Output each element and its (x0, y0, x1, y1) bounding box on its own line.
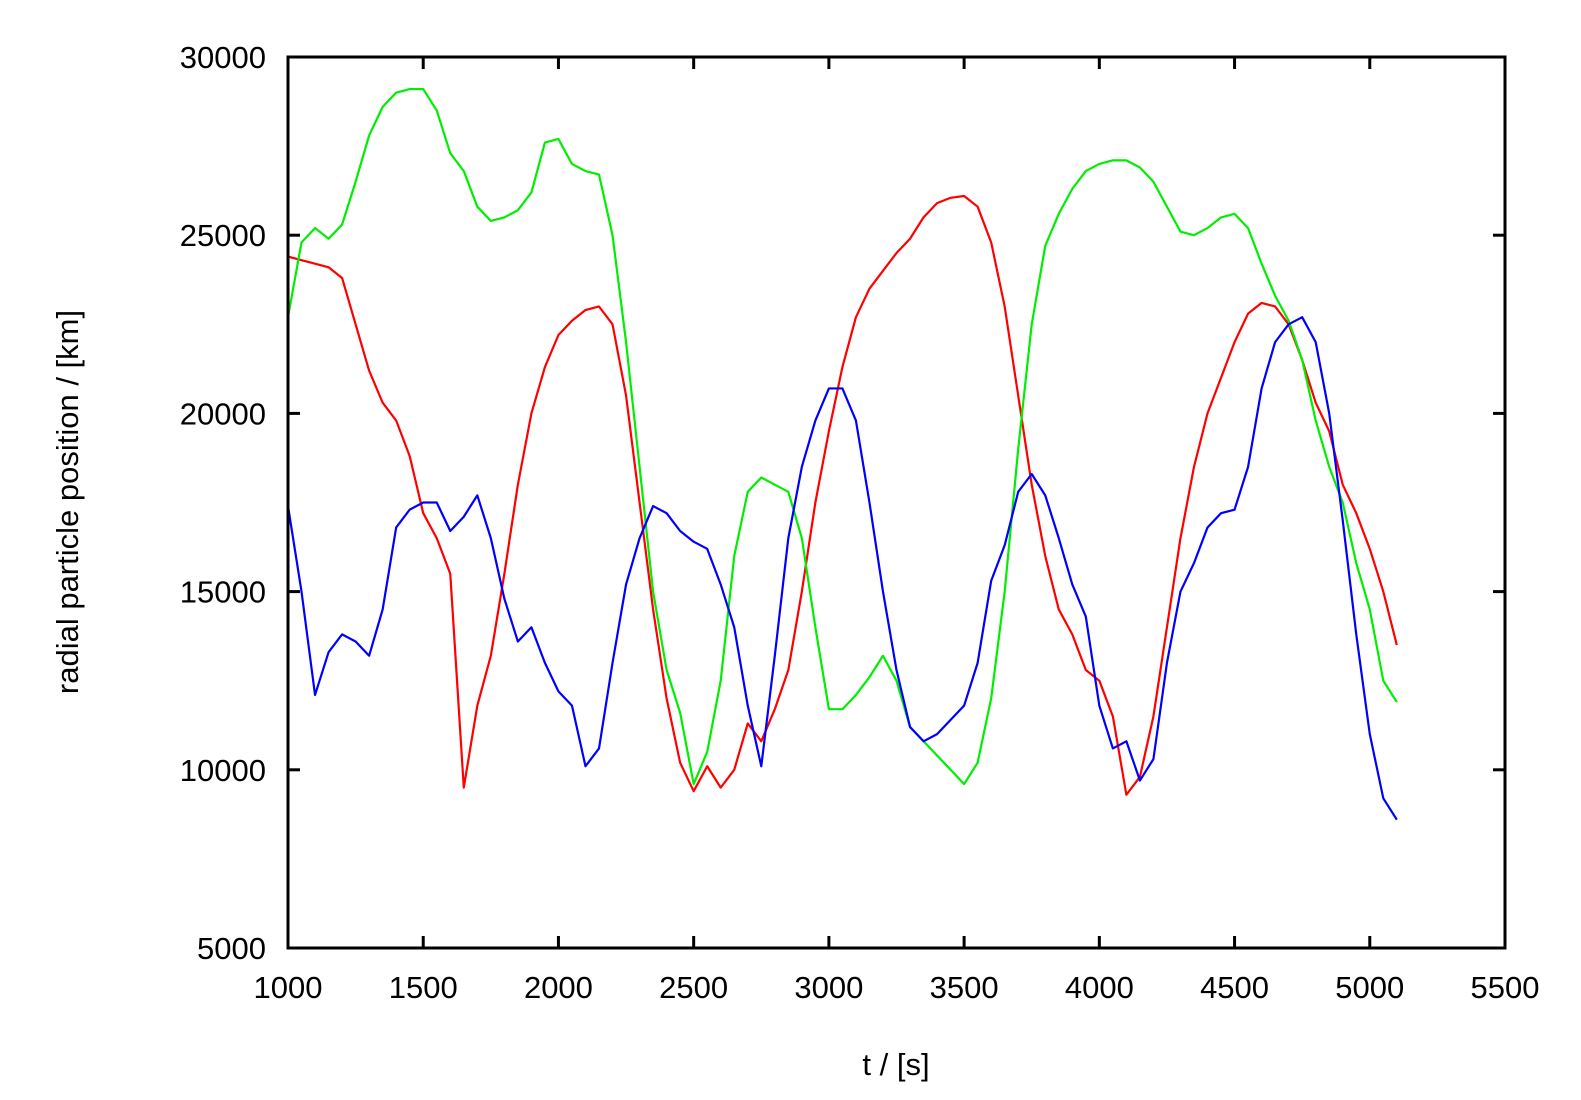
data-line (286, 87, 1398, 786)
data-line (287, 194, 1398, 796)
x-tick-label: 1000 (254, 970, 323, 1005)
plot-frame (286, 55, 1507, 950)
y-tick-label: 30000 (180, 40, 266, 75)
y-tick-label: 5000 (197, 931, 266, 966)
x-axis-label: t / [s] (862, 1047, 929, 1082)
data-line (286, 316, 1398, 821)
x-tick-label: 2000 (524, 970, 593, 1005)
x-tick-label: 4000 (1065, 970, 1134, 1005)
y-tick-label: 10000 (180, 753, 266, 788)
x-tick-label: 5500 (1471, 970, 1540, 1005)
y-axis-label: radial particle position / [km] (50, 310, 85, 694)
x-tick-label: 5000 (1335, 970, 1404, 1005)
x-tick-label: 3000 (794, 970, 863, 1005)
x-tick-label: 3500 (930, 970, 999, 1005)
y-tick-label: 20000 (180, 396, 266, 431)
x-tick-label: 1500 (389, 970, 458, 1005)
x-tick-label: 4500 (1200, 970, 1269, 1005)
x-tick-label: 2500 (659, 970, 728, 1005)
y-tick-label: 15000 (180, 575, 266, 610)
y-tick-label: 25000 (180, 218, 266, 253)
